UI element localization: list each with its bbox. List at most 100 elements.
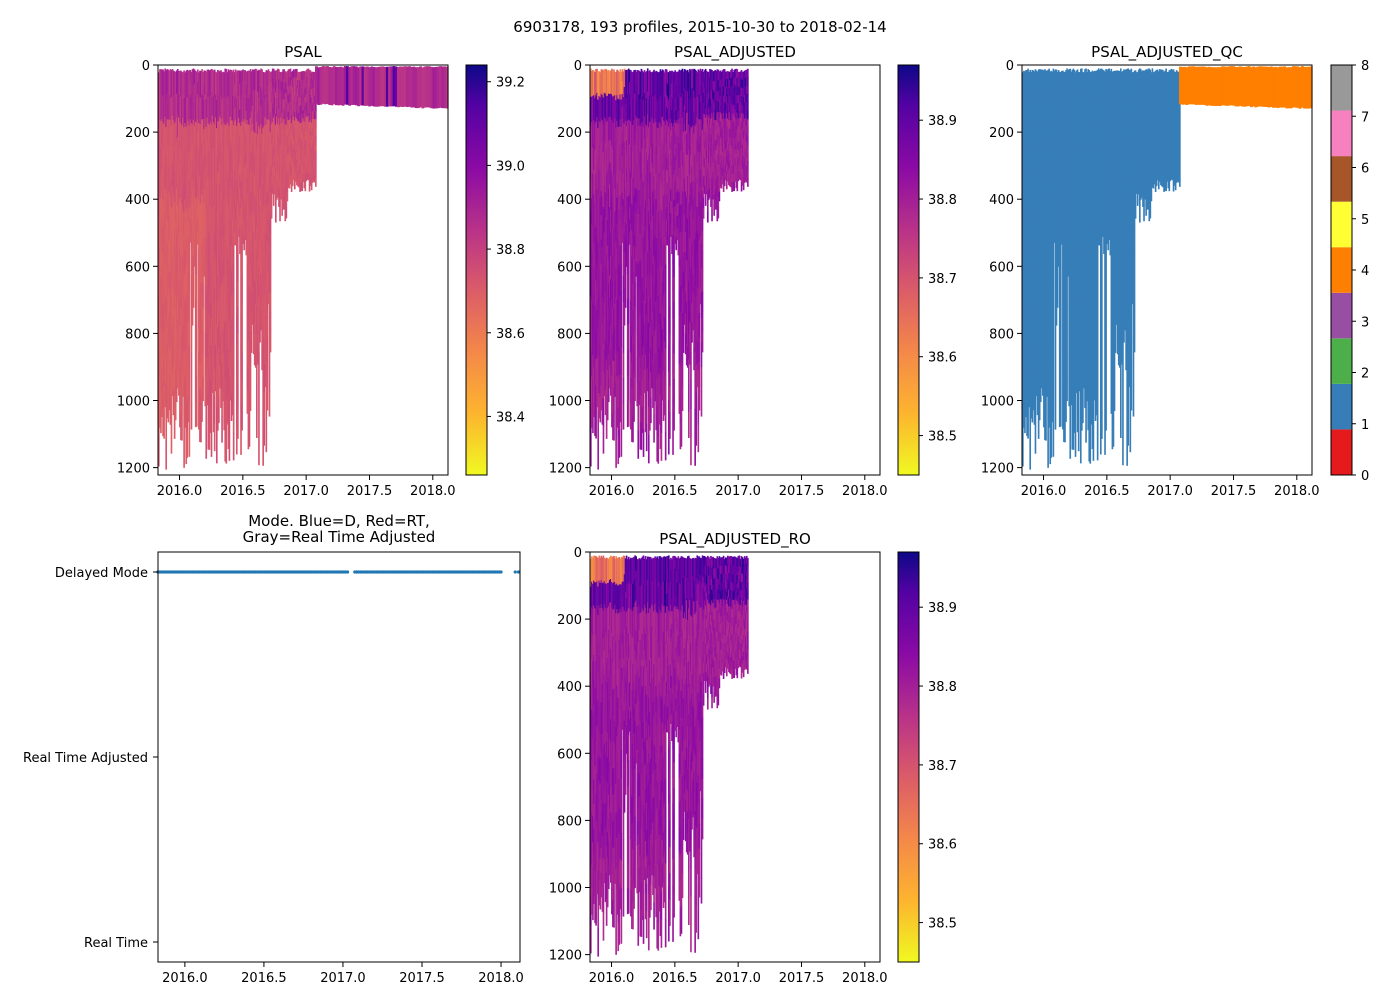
- heatmap-cell: [169, 145, 172, 172]
- heatmap-cell: [636, 189, 639, 215]
- heatmap-cell: [651, 117, 653, 141]
- heatmap-cell: [652, 287, 654, 312]
- heatmap-cell: [253, 259, 256, 281]
- heatmap-cell: [159, 171, 161, 198]
- heatmap-cell: [265, 70, 268, 98]
- heatmap-cell: [649, 404, 651, 431]
- heatmap-cell: [694, 154, 696, 184]
- heatmap-cell: [235, 317, 238, 346]
- heatmap-cell: [251, 233, 254, 252]
- heatmap-cell: [600, 312, 603, 338]
- heatmap-cell: [711, 102, 713, 114]
- heatmap-cell: [199, 123, 201, 151]
- heatmap-cell: [1070, 119, 1073, 144]
- heatmap-cell: [717, 154, 720, 166]
- heatmap-cell: [700, 70, 703, 96]
- heatmap-cell: [1062, 275, 1064, 302]
- heatmap-cell: [240, 208, 242, 236]
- heatmap-cell: [1040, 319, 1043, 343]
- heatmap-cell: [630, 275, 632, 302]
- heatmap-cell: [1063, 283, 1065, 310]
- heatmap-cell: [315, 144, 317, 154]
- heatmap-cell: [281, 153, 283, 165]
- heatmap-cell: [173, 149, 176, 177]
- heatmap-cell: [675, 211, 678, 225]
- heatmap-cell: [215, 239, 218, 269]
- heatmap-cell: [189, 205, 192, 219]
- heatmap-cell: [193, 111, 196, 127]
- heatmap-cell: [165, 98, 168, 128]
- heatmap-cell: [662, 220, 665, 246]
- heatmap-cell: [399, 66, 403, 107]
- heatmap-cell: [192, 119, 195, 138]
- heatmap-cell: [1049, 183, 1052, 213]
- heatmap-cell: [160, 172, 162, 200]
- heatmap-cell: [269, 232, 272, 253]
- heatmap-cell: [672, 427, 674, 455]
- heatmap-cell: [248, 124, 251, 152]
- heatmap-cell: [651, 275, 653, 299]
- heatmap-cell: [653, 255, 655, 283]
- heatmap-cell: [712, 126, 714, 136]
- heatmap-cell: [242, 156, 244, 170]
- heatmap-cell: [258, 267, 260, 296]
- heatmap-cell: [697, 206, 700, 234]
- heatmap-cell: [1053, 156, 1056, 170]
- heatmap-cell: [230, 70, 233, 96]
- heatmap-cell: [655, 404, 657, 431]
- heatmap-cell: [280, 180, 282, 191]
- heatmap-cell: [620, 236, 623, 265]
- heatmap-cell: [634, 282, 636, 307]
- heatmap-cell: [681, 264, 684, 289]
- heatmap-cell: [305, 85, 308, 95]
- heatmap-cell: [206, 309, 209, 334]
- heatmap-cell: [1048, 247, 1050, 274]
- heatmap-cell: [655, 122, 657, 149]
- heatmap-cell: [616, 95, 618, 122]
- heatmap-cell: [248, 205, 251, 233]
- heatmap-cell: [183, 353, 185, 383]
- heatmap-cell: [681, 337, 684, 363]
- heatmap-cell: [238, 94, 240, 107]
- heatmap-cell: [295, 101, 297, 110]
- heatmap-cell: [631, 362, 633, 390]
- heatmap-cell: [243, 236, 246, 251]
- heatmap-cell: [745, 158, 748, 167]
- heatmap-cell: [616, 120, 618, 147]
- heatmap-cell: [632, 98, 634, 126]
- heatmap-cell: [612, 228, 614, 256]
- heatmap-cell: [185, 70, 188, 100]
- heatmap-cell: [162, 304, 164, 332]
- heatmap-cell: [729, 104, 731, 113]
- heatmap-cell: [287, 128, 290, 138]
- heatmap-cell: [625, 111, 628, 127]
- heatmap-cell: [222, 283, 224, 308]
- heatmap-cell: [168, 337, 171, 362]
- heatmap-cell: [640, 286, 643, 314]
- heatmap-cell: [747, 68, 749, 78]
- heatmap-cell: [279, 157, 281, 169]
- heatmap-cell: [267, 153, 270, 171]
- heatmap-cell: [198, 148, 200, 175]
- heatmap-cell: [286, 182, 289, 193]
- heatmap-cell: [684, 333, 687, 355]
- heatmap-cell: [207, 367, 210, 396]
- heatmap-cell: [685, 91, 688, 114]
- heatmap-cell: [1037, 385, 1040, 413]
- heatmap-cell: [171, 209, 174, 233]
- heatmap-cell: [268, 268, 271, 294]
- heatmap-cell: [176, 251, 179, 275]
- heatmap-cell: [260, 273, 262, 293]
- heatmap-cell: [286, 154, 289, 165]
- heatmap-cell: [646, 206, 649, 230]
- heatmap-cell: [225, 435, 228, 464]
- heatmap-cell: [311, 142, 314, 152]
- heatmap-cell: [712, 144, 714, 154]
- heatmap-cell: [1052, 290, 1055, 319]
- heatmap-cell: [658, 298, 661, 324]
- heatmap-cell: [352, 66, 356, 105]
- heatmap-cell: [608, 139, 611, 163]
- heatmap-cell: [646, 91, 649, 115]
- heatmap-cell: [217, 250, 219, 277]
- heatmap-cell: [287, 136, 290, 146]
